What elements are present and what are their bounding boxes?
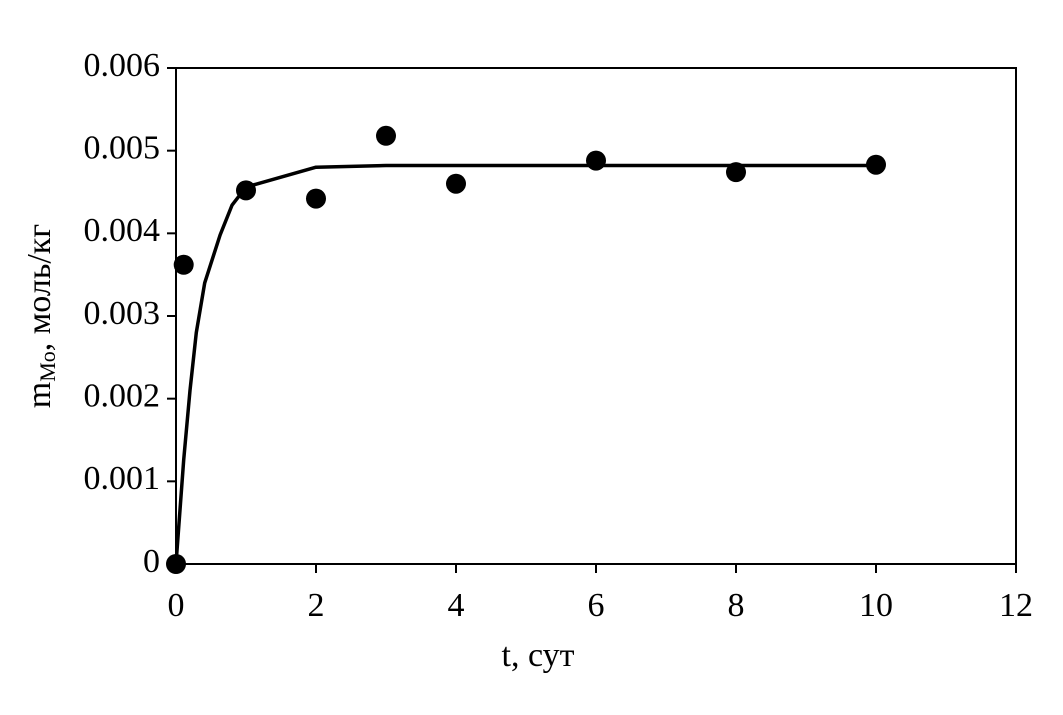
x-axis-label: t, сут	[502, 637, 575, 674]
data-point	[446, 173, 466, 194]
x-tick-label: 10	[859, 587, 893, 624]
y-label-rest: , моль/кг	[21, 224, 58, 352]
fit-curve	[174, 163, 876, 565]
data-point	[306, 188, 326, 209]
x-tick-label: 4	[448, 587, 465, 624]
y-axis-label: mMo, моль/кг	[21, 224, 60, 409]
data-point	[586, 150, 606, 171]
y-tick-label: 0.003	[84, 295, 161, 332]
x-tick-label: 6	[588, 587, 605, 624]
x-tick-label: 2	[308, 587, 325, 624]
y-label-sub: Mo	[35, 351, 60, 382]
y-tick-label: 0.002	[84, 377, 161, 414]
data-point	[376, 125, 396, 146]
x-tick-label: 12	[999, 587, 1033, 624]
y-tick-label: 0.005	[84, 129, 161, 166]
x-tick-label: 0	[168, 587, 185, 624]
y-tick-label: 0.004	[84, 212, 161, 249]
x-tick-label: 8	[728, 587, 745, 624]
y-tick-label: 0	[143, 543, 160, 580]
data-point	[173, 254, 194, 275]
y-label-main: m	[21, 382, 58, 408]
y-tick-label: 0.001	[84, 460, 161, 497]
y-tick-label: 0.006	[84, 47, 161, 84]
